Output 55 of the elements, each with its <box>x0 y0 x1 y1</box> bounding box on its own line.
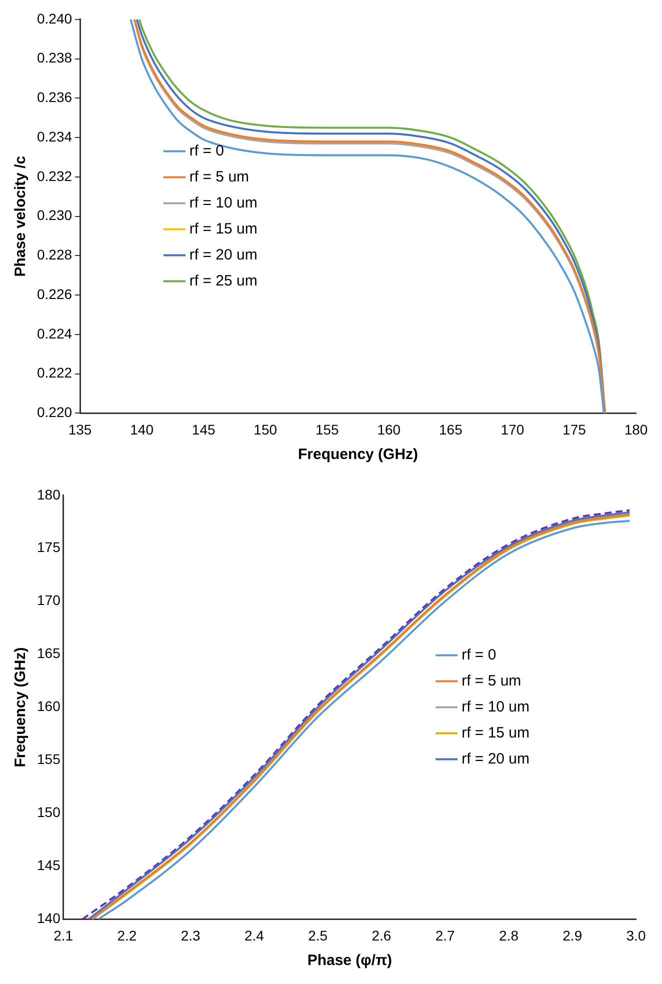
x-tick-label: 165 <box>439 421 463 438</box>
x-tick-label: 2.4 <box>244 927 264 944</box>
x-tick-label: 2.1 <box>54 927 74 944</box>
y-tick-label: 0.234 <box>36 128 72 144</box>
x-tick-label: 2.6 <box>372 927 392 944</box>
y-tick-label: 170 <box>37 592 61 608</box>
y-tick-label: 155 <box>37 751 61 768</box>
y-tick-label: 150 <box>37 804 61 820</box>
x-tick-label: 2.8 <box>499 927 519 944</box>
legend-label: rf = 15 um <box>189 220 258 238</box>
legend-label: rf = 15 um <box>462 724 530 742</box>
y-tick-label: 0.228 <box>36 246 72 263</box>
x-axis-title: Phase (φ/π) <box>307 952 392 970</box>
y-tick-label: 0.232 <box>36 168 72 184</box>
legend-label: rf = 20 um <box>462 750 530 768</box>
x-tick-label: 160 <box>377 421 401 438</box>
legend-label: rf = 5 um <box>462 672 522 690</box>
x-tick-label: 140 <box>130 421 154 438</box>
x-axis-title: Frequency (GHz) <box>298 446 418 464</box>
y-tick-label: 0.238 <box>36 50 72 66</box>
x-tick-label: 170 <box>500 421 524 438</box>
y-axis-title: Frequency (GHz) <box>12 647 30 768</box>
y-tick-label: 180 <box>37 486 61 502</box>
y-tick-label: 0.222 <box>36 364 72 381</box>
legend-label: rf = 10 um <box>462 698 530 716</box>
x-tick-label: 180 <box>624 421 648 438</box>
legend-label: rf = 5 um <box>189 168 250 186</box>
legend-label: rf = 0 <box>189 142 224 160</box>
y-tick-label: 140 <box>37 910 61 926</box>
legend-label: rf = 10 um <box>189 194 258 212</box>
y-tick-label: 145 <box>37 857 61 874</box>
x-tick-label: 175 <box>562 421 586 438</box>
y-tick-label: 165 <box>37 645 61 662</box>
x-tick-label: 2.2 <box>117 927 137 944</box>
x-tick-label: 2.9 <box>562 927 582 944</box>
y-tick-label: 160 <box>37 698 61 714</box>
legend-label: rf = 0 <box>462 646 496 664</box>
y-axis-title: Phase velocity /c <box>12 156 30 277</box>
x-tick-label: 2.7 <box>435 927 456 944</box>
y-tick-label: 0.224 <box>36 325 72 342</box>
x-tick-label: 2.3 <box>180 927 201 944</box>
y-tick-label: 0.230 <box>36 207 72 224</box>
x-tick-label: 155 <box>315 421 340 438</box>
y-tick-label: 0.240 <box>36 10 72 26</box>
x-tick-label: 135 <box>68 421 92 438</box>
y-tick-label: 175 <box>37 539 61 556</box>
x-tick-label: 145 <box>192 421 216 438</box>
x-tick-label: 150 <box>254 421 278 438</box>
y-tick-label: 0.220 <box>36 404 72 420</box>
y-tick-label: 0.236 <box>36 89 72 106</box>
y-tick-label: 0.226 <box>36 286 72 302</box>
x-tick-label: 2.5 <box>308 927 328 944</box>
x-tick-label: 3.0 <box>626 927 646 944</box>
legend-label: rf = 25 um <box>189 272 258 290</box>
legend-label: rf = 20 um <box>189 246 258 264</box>
